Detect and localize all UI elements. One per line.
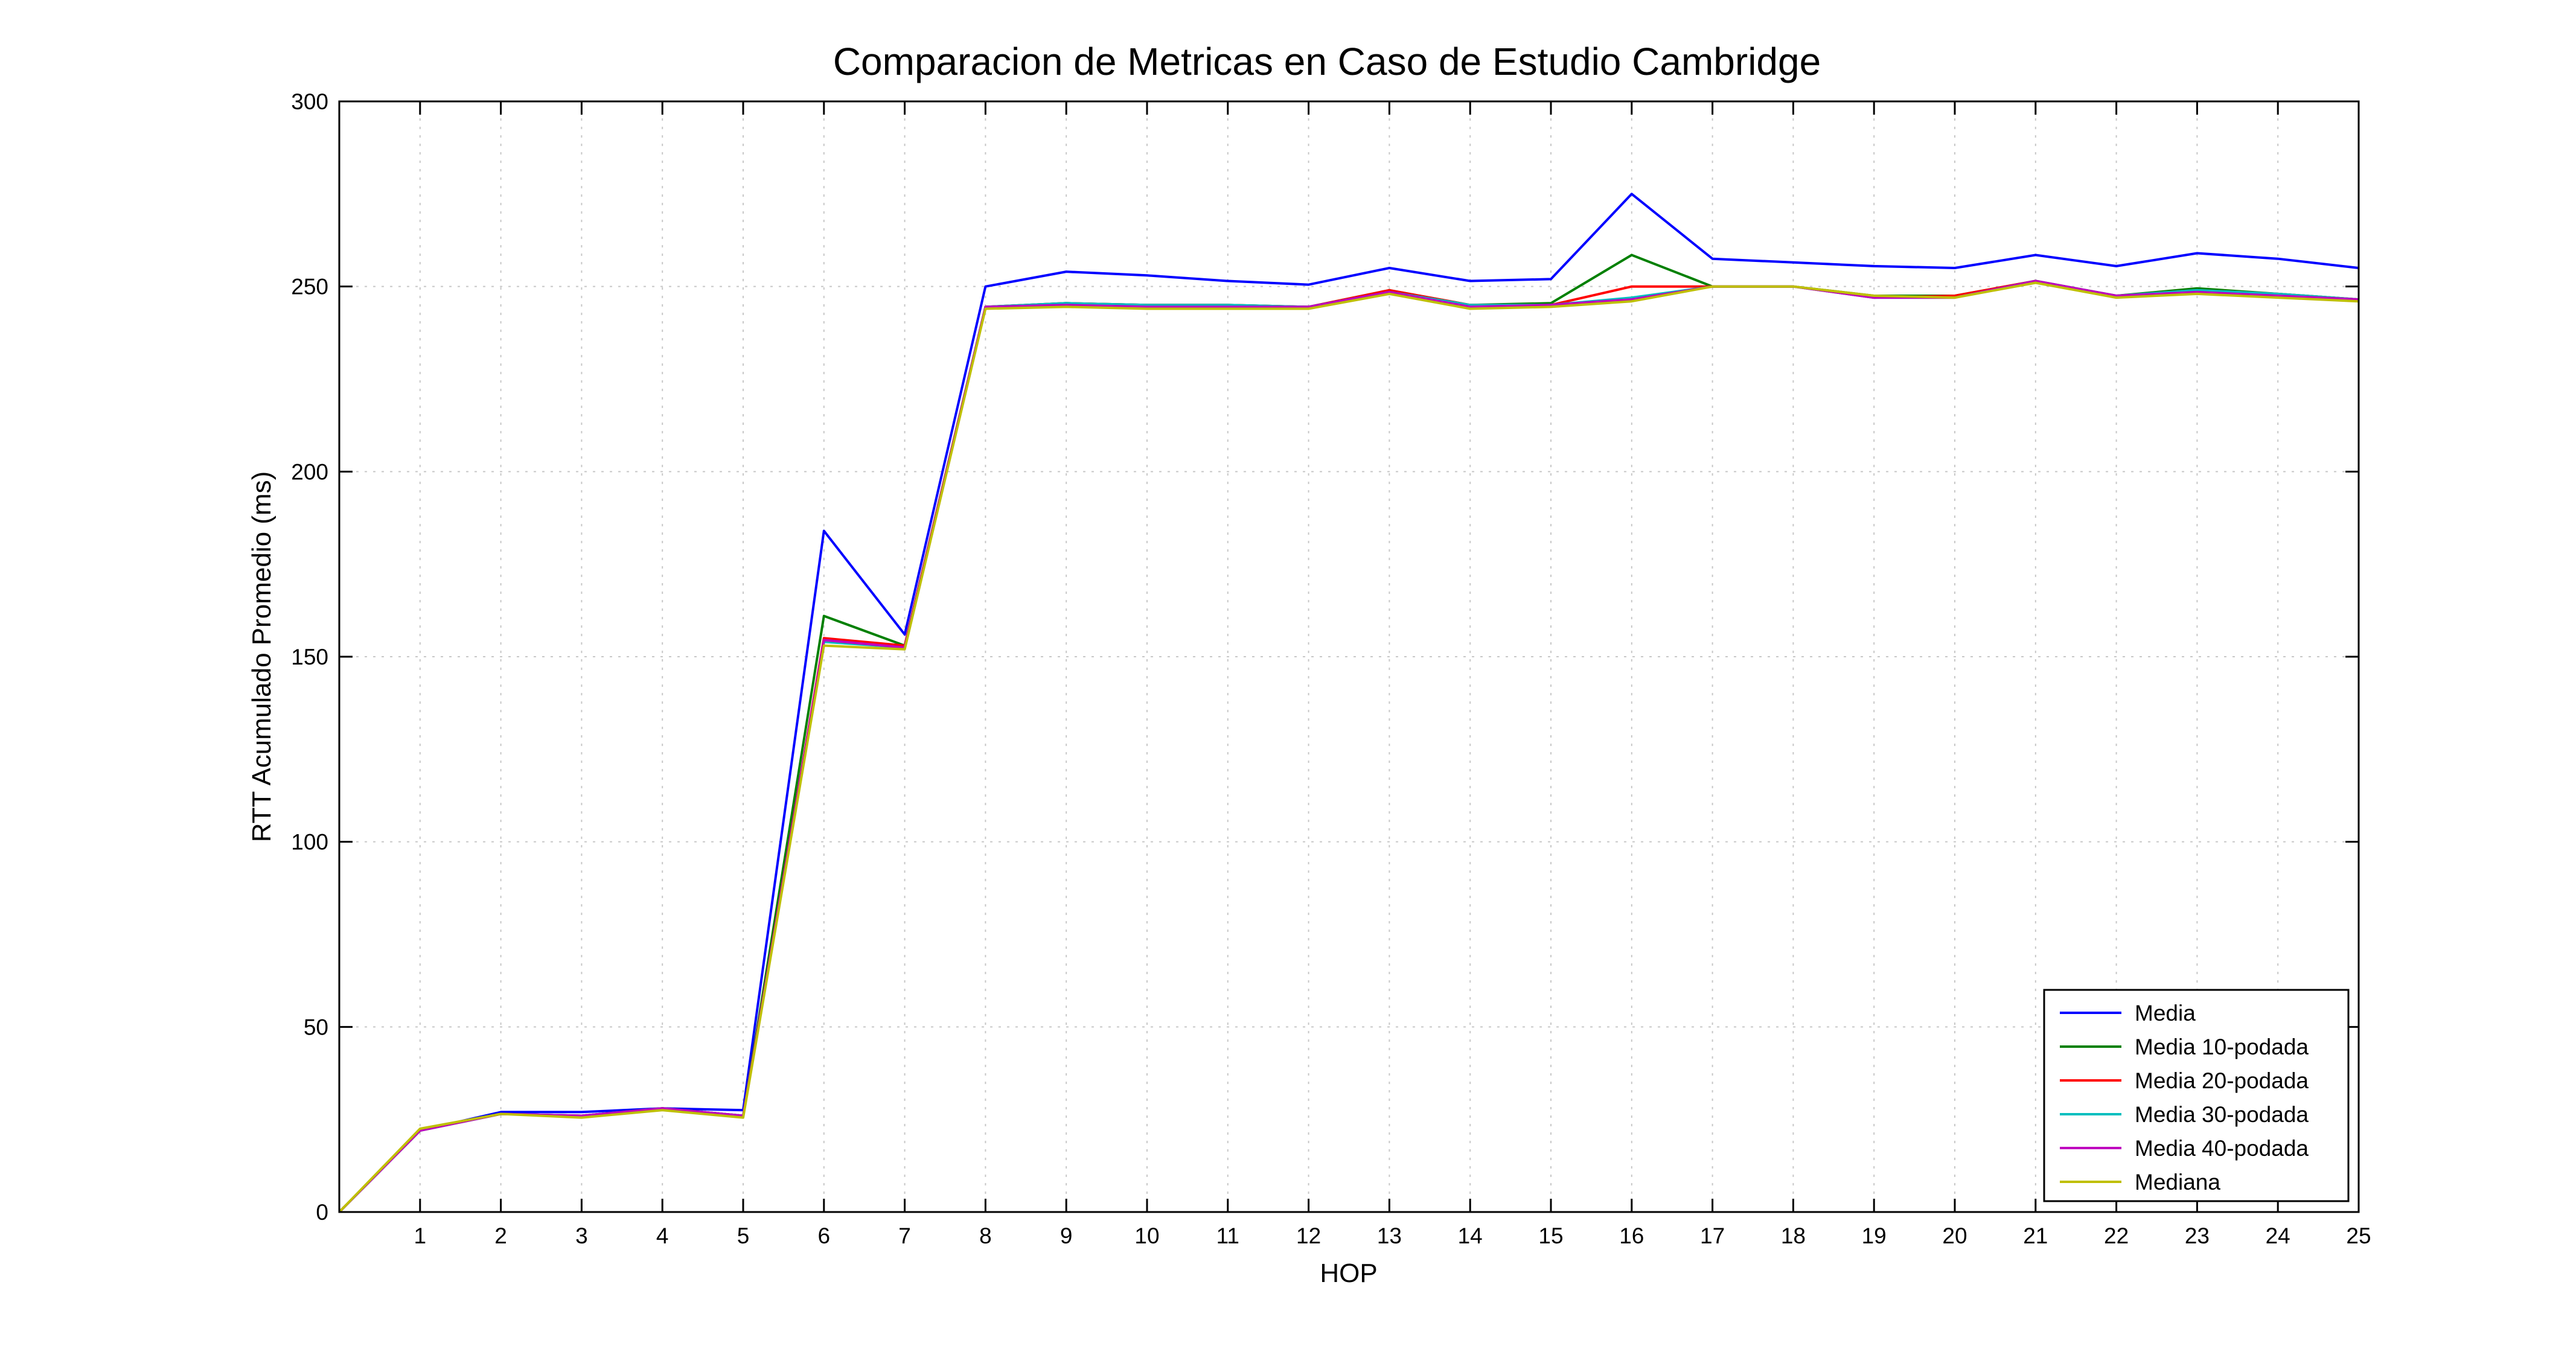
series-lines xyxy=(338,193,2359,1213)
legend-label: Media xyxy=(2135,1001,2196,1025)
y-tick-label: 100 xyxy=(291,830,328,855)
x-tick-label: 19 xyxy=(1862,1223,1887,1248)
legend-label: Media 10-podada xyxy=(2135,1035,2309,1059)
legend: Media Media 10-podada Media 20-podada Media… xyxy=(2043,989,2350,1202)
x-tick-label: 8 xyxy=(979,1223,992,1248)
series-line-mediana xyxy=(338,281,2359,1213)
x-tick-label: 11 xyxy=(1216,1223,1239,1248)
x-tick-label: 10 xyxy=(1134,1223,1159,1248)
x-axis-label: HOP xyxy=(1320,1258,1377,1288)
x-tick-label: 2 xyxy=(494,1223,507,1248)
x-tick-label: 1 xyxy=(414,1223,427,1248)
x-tick-label: 14 xyxy=(1458,1223,1483,1248)
legend-label: Media 40-podada xyxy=(2135,1136,2309,1161)
y-tick-label: 0 xyxy=(316,1200,328,1225)
x-tick-label: 17 xyxy=(1700,1223,1725,1248)
legend-label: Mediana xyxy=(2135,1170,2220,1194)
x-tick-label: 5 xyxy=(737,1223,750,1248)
x-tick-label: 7 xyxy=(898,1223,911,1248)
plot-frame xyxy=(338,100,2360,1213)
y-tick-label: 200 xyxy=(291,459,328,484)
x-tick-label: 25 xyxy=(2346,1223,2371,1248)
x-tick-label: 9 xyxy=(1060,1223,1073,1248)
y-tick-label: 250 xyxy=(291,275,328,299)
x-tick-label: 6 xyxy=(818,1223,831,1248)
x-tick-label: 12 xyxy=(1296,1223,1321,1248)
x-tick-label: 22 xyxy=(2104,1223,2129,1248)
x-tick-label: 4 xyxy=(656,1223,669,1248)
y-tick-label: 150 xyxy=(291,645,328,669)
y-tick-label: 300 xyxy=(291,89,328,114)
y-tick-label: 50 xyxy=(304,1015,328,1039)
x-tick-label: 20 xyxy=(1942,1223,1967,1248)
x-tick-label: 23 xyxy=(2185,1223,2210,1248)
x-tick-label: 13 xyxy=(1377,1223,1402,1248)
chart-title: Comparacion de Metricas en Caso de Estud… xyxy=(833,40,1821,83)
x-tick-label: 21 xyxy=(2023,1223,2048,1248)
x-tick-label: 16 xyxy=(1619,1223,1644,1248)
x-tick-label: 24 xyxy=(2266,1223,2290,1248)
axis-ticks xyxy=(339,100,2360,1213)
tick-labels: 1 2 3 4 5 6 7 8 9 10 11 12 13 14 15 16 17 18 19 20 21 22 23 24 2… xyxy=(291,89,2371,1248)
x-tick-label: 15 xyxy=(1538,1223,1563,1248)
legend-label: Media 30-podada xyxy=(2135,1102,2309,1127)
x-tick-label: 18 xyxy=(1781,1223,1806,1248)
x-tick-label: 3 xyxy=(575,1223,588,1248)
legend-label: Media 20-podada xyxy=(2135,1068,2309,1093)
legend-box xyxy=(2043,989,2350,1202)
y-axis-label: RTT Acumulado Promedio (ms) xyxy=(247,471,276,843)
series-line-media-40-podada xyxy=(338,279,2359,1213)
grid-lines xyxy=(339,101,2359,1212)
